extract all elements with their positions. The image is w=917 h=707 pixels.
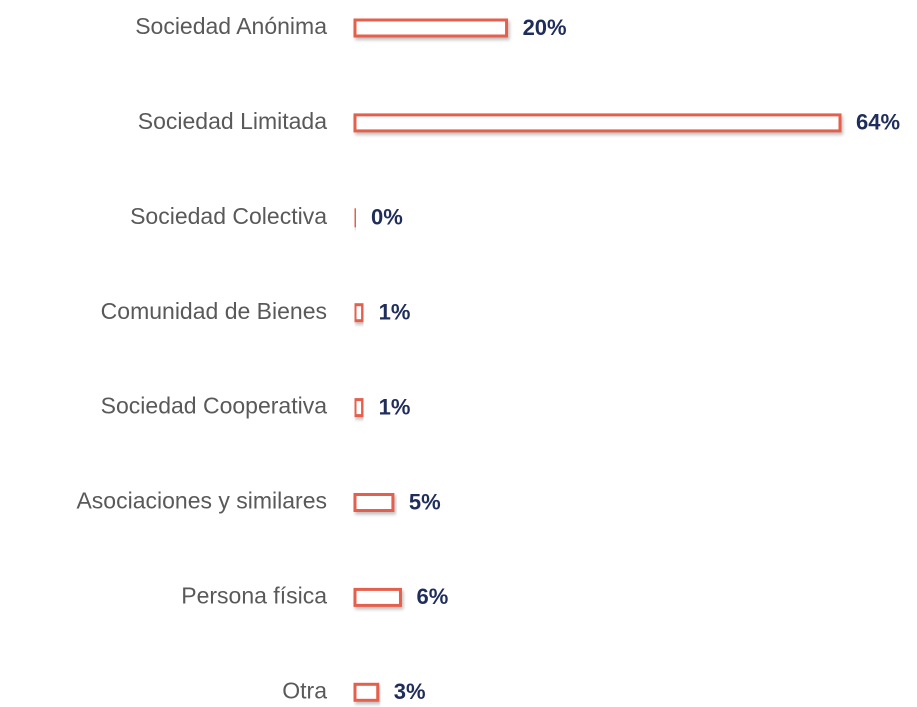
bar — [353, 208, 357, 228]
bar — [353, 587, 402, 607]
value-label: 1% — [379, 394, 411, 419]
bar — [353, 398, 365, 418]
bar — [353, 18, 509, 38]
bar — [353, 113, 842, 133]
category-label: Otra — [282, 677, 327, 703]
category-label: Persona física — [181, 582, 327, 608]
category-label: Sociedad Cooperativa — [101, 393, 328, 419]
bar — [353, 493, 395, 512]
value-label: 64% — [856, 110, 900, 135]
value-label: 3% — [394, 679, 426, 704]
category-label: Sociedad Colectiva — [130, 203, 327, 229]
bar — [353, 682, 380, 702]
category-label: Asociaciones y similares — [76, 488, 327, 514]
value-label: 0% — [371, 205, 403, 230]
value-label: 6% — [416, 584, 448, 609]
category-label: Sociedad Anónima — [135, 13, 327, 39]
value-label: 5% — [409, 489, 441, 514]
value-label: 20% — [523, 15, 567, 40]
value-label: 1% — [379, 300, 411, 325]
category-label: Sociedad Limitada — [138, 108, 327, 134]
bar — [353, 303, 365, 323]
category-label: Comunidad de Bienes — [101, 298, 327, 324]
